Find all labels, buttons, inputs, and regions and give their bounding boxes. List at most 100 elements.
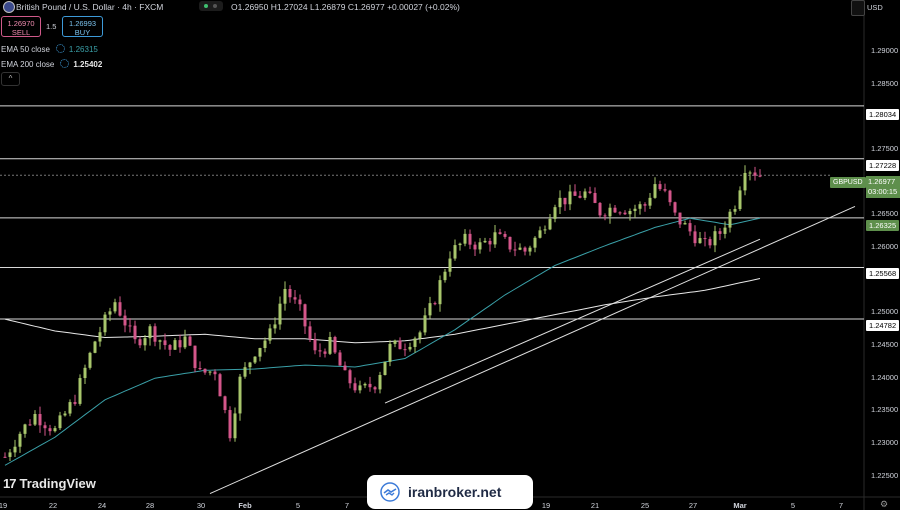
candle-body xyxy=(638,204,642,209)
candle-body xyxy=(678,212,682,225)
candle-body xyxy=(458,243,462,246)
y-tick: 1.29000 xyxy=(871,46,899,55)
level-label[interactable]: 1.25568 xyxy=(866,268,900,279)
ema200-line xyxy=(4,278,761,344)
candle-body xyxy=(343,365,347,371)
level-label[interactable]: 1.27228 xyxy=(866,160,900,171)
x-tick: Mar xyxy=(733,501,747,510)
indicator-ema200[interactable]: EMA 200 close 1.25402 xyxy=(1,59,102,69)
tradingview-logo[interactable]: 17 TradingView xyxy=(3,476,96,491)
candle-body xyxy=(558,197,562,208)
candle-body xyxy=(118,302,122,316)
candle-body xyxy=(503,233,507,237)
candle-body xyxy=(203,368,207,373)
candle-body xyxy=(273,324,277,329)
buy-button[interactable]: 1.26993 BUY xyxy=(62,16,103,37)
currency-label[interactable]: USD xyxy=(867,3,883,12)
candle-body xyxy=(583,191,587,198)
candle-body xyxy=(473,244,477,250)
open-value: 1.26950 xyxy=(237,2,269,12)
level-label[interactable]: 1.28034 xyxy=(866,109,900,120)
y-tick: 1.27500 xyxy=(871,144,899,153)
candle-body xyxy=(448,258,452,272)
candle-body xyxy=(453,245,457,259)
symbol-title[interactable]: British Pound / U.S. Dollar · 4h · FXCM xyxy=(16,2,164,12)
symbol-tag: GBPUSD xyxy=(830,177,866,188)
candle-body xyxy=(333,337,337,353)
x-tick: 21 xyxy=(590,501,600,510)
candle-body xyxy=(748,172,752,174)
drag-handle-icon[interactable] xyxy=(851,0,865,16)
x-tick: Feb xyxy=(238,501,252,510)
level-label[interactable]: 1.24782 xyxy=(866,320,900,331)
candle-body xyxy=(693,231,697,244)
candle-body xyxy=(323,351,327,354)
market-open-icon xyxy=(204,4,208,8)
candle-body xyxy=(193,345,197,369)
candle-body xyxy=(373,387,377,390)
candle-body xyxy=(723,227,727,234)
x-tick: 22 xyxy=(48,501,58,510)
candle-body xyxy=(13,446,17,453)
candle-body xyxy=(548,218,552,230)
settings-icon[interactable]: ⚙ xyxy=(880,499,889,509)
candle-body xyxy=(328,337,332,354)
candle-body xyxy=(423,315,427,333)
candle-body xyxy=(243,367,247,377)
y-tick: 1.26500 xyxy=(871,209,899,218)
candle-body xyxy=(573,191,577,196)
candle-body xyxy=(508,236,512,250)
candle-body xyxy=(153,326,157,342)
sell-button[interactable]: 1.26970 SELL xyxy=(1,16,41,37)
candle-body xyxy=(303,304,307,327)
x-tick: 25 xyxy=(640,501,650,510)
market-status-indicator[interactable] xyxy=(199,1,223,11)
candle-body xyxy=(143,338,147,346)
indicator-name: EMA 50 close xyxy=(1,45,50,54)
ema50-price-label[interactable]: 1.26325 xyxy=(866,220,900,231)
indicator-value: 1.26315 xyxy=(68,45,98,54)
candle-body xyxy=(408,346,412,350)
candle-body xyxy=(713,231,717,246)
candle-body xyxy=(293,297,297,300)
candle-body xyxy=(78,378,82,404)
candle-body xyxy=(518,247,522,250)
x-tick: 19 xyxy=(0,501,8,510)
candle-body xyxy=(738,190,742,210)
candle-body xyxy=(133,325,137,340)
trendline xyxy=(209,205,856,494)
candle-body xyxy=(188,336,192,346)
buy-price: 1.26993 xyxy=(68,19,97,28)
candle-body xyxy=(603,215,607,217)
candle-body xyxy=(743,172,747,191)
sell-label: SELL xyxy=(11,28,31,37)
x-tick: 28 xyxy=(145,501,155,510)
candle-body xyxy=(668,190,672,203)
candle-body xyxy=(268,328,272,341)
candle-body xyxy=(593,192,597,203)
ohlc-readout: O1.26950 H1.27024 L1.26879 C1.26977 +0.0… xyxy=(231,2,460,12)
candle-body xyxy=(538,230,542,238)
candle-body xyxy=(43,425,47,429)
candle-body xyxy=(688,223,692,232)
handshake-icon xyxy=(380,482,400,502)
candle-body xyxy=(218,374,222,397)
iranbroker-watermark: iranbroker.net xyxy=(367,475,533,509)
candle-body xyxy=(483,240,487,243)
candle-body xyxy=(168,345,172,350)
candle-body xyxy=(643,204,647,206)
candle-body xyxy=(353,383,357,391)
collapse-legend-button[interactable]: ^ xyxy=(1,72,20,86)
candle-body xyxy=(493,232,497,245)
bar-countdown: 03:00:15 xyxy=(868,187,898,196)
indicator-ema50[interactable]: EMA 50 close 1.26315 xyxy=(1,44,98,54)
close-value: 1.26977 xyxy=(353,2,385,12)
candle-body xyxy=(313,338,317,351)
candle-body xyxy=(233,413,237,439)
y-tick: 1.28500 xyxy=(871,79,899,88)
candle-body xyxy=(673,202,677,213)
candle-body xyxy=(3,456,7,458)
candle-body xyxy=(103,314,107,333)
candle-body xyxy=(38,414,42,426)
